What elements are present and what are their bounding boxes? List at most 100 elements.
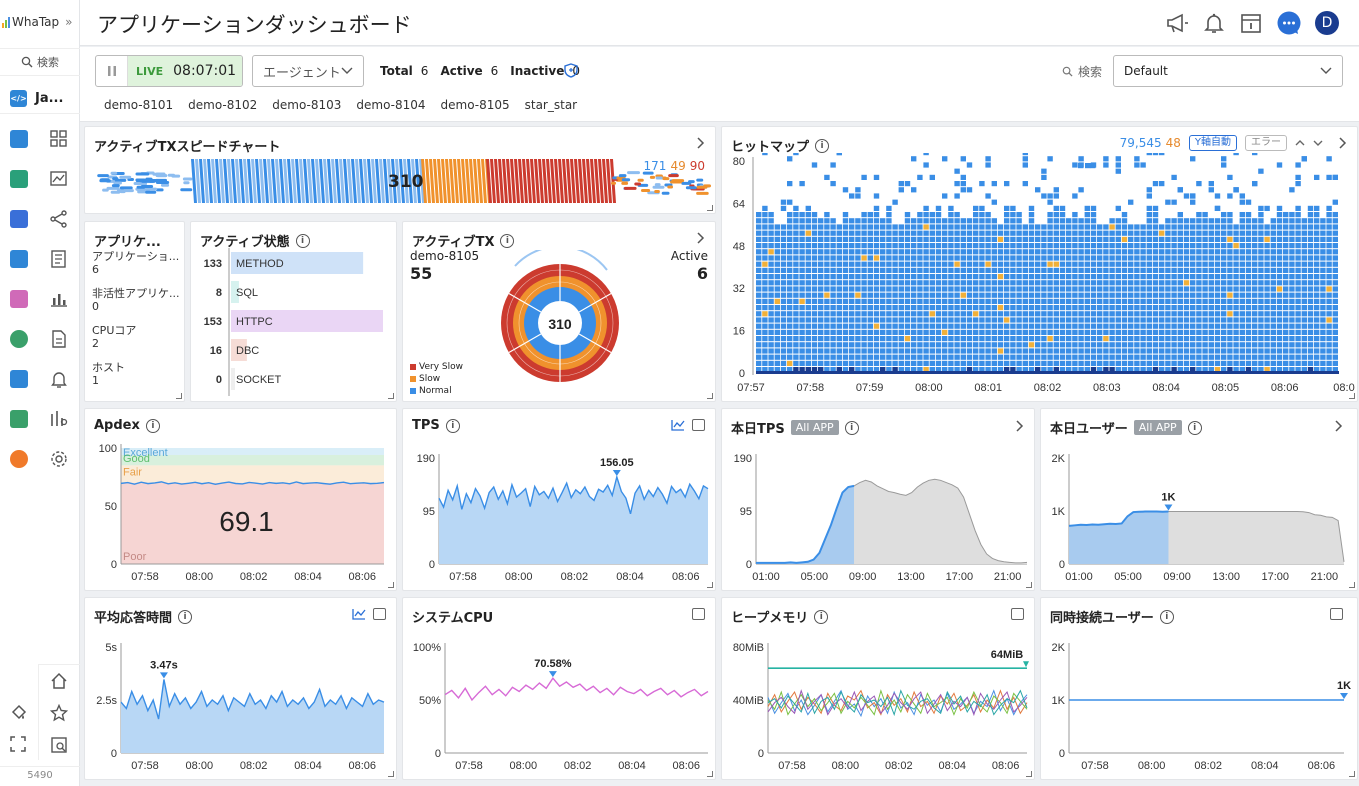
resize-handle[interactable] xyxy=(707,771,713,777)
shield-icon[interactable] xyxy=(564,63,578,78)
project-selector[interactable]: </> Ja... xyxy=(0,84,80,114)
agent-chip[interactable]: demo-8101 xyxy=(104,98,174,112)
agent-chip[interactable]: star_star xyxy=(524,98,578,112)
status-bar xyxy=(231,339,247,361)
chevron-right-icon[interactable] xyxy=(697,232,705,244)
flow-icon[interactable] xyxy=(48,208,70,229)
analysis-icon[interactable] xyxy=(48,408,70,429)
toolbar-search[interactable]: 検索 xyxy=(1062,63,1102,80)
chevron-right-icon[interactable] xyxy=(1335,420,1343,432)
globe-icon[interactable] xyxy=(8,328,30,349)
preset-dropdown[interactable]: Default xyxy=(1113,55,1343,87)
bar-chart-icon[interactable] xyxy=(48,288,70,309)
log-icon[interactable] xyxy=(8,288,30,309)
resize-handle[interactable] xyxy=(707,205,713,211)
document-icon[interactable] xyxy=(48,328,70,349)
log-file-icon[interactable] xyxy=(48,248,70,269)
area-chart-toggle-icon[interactable] xyxy=(692,419,705,431)
nav-search[interactable]: 検索 xyxy=(0,48,80,76)
area-chart-toggle-icon[interactable] xyxy=(1011,608,1024,620)
area-chart-toggle-icon[interactable] xyxy=(373,608,386,620)
star-icon[interactable] xyxy=(49,703,69,726)
kubernetes-icon[interactable] xyxy=(8,208,30,229)
info-icon[interactable]: i xyxy=(178,609,193,624)
heatmap-cell xyxy=(973,280,979,286)
info-icon[interactable]: i xyxy=(814,609,829,624)
dashboard-icon[interactable] xyxy=(48,128,70,149)
chevron-down-icon[interactable] xyxy=(1313,139,1323,147)
resize-handle[interactable] xyxy=(1349,771,1355,777)
resize-handle[interactable] xyxy=(388,393,394,399)
resize-handle[interactable] xyxy=(388,771,394,777)
info-icon[interactable]: i xyxy=(500,233,515,248)
agent-chip[interactable]: demo-8104 xyxy=(356,98,426,112)
agent-chip[interactable]: demo-8102 xyxy=(188,98,258,112)
info-icon[interactable]: i xyxy=(145,418,160,433)
chevron-up-icon[interactable] xyxy=(1295,139,1305,147)
line-chart-toggle-icon[interactable] xyxy=(352,608,366,620)
agent-dropdown[interactable]: エージェント xyxy=(252,55,364,87)
chart-icon[interactable] xyxy=(48,168,70,189)
chat-icon[interactable] xyxy=(1276,10,1302,36)
heatmap-cell xyxy=(904,360,911,366)
area-chart-toggle-icon[interactable] xyxy=(1330,608,1343,620)
speed-chart-title: アクティブTXスピードチャート xyxy=(94,136,280,155)
y-axis-auto-button[interactable]: Y軸自動 xyxy=(1188,135,1237,151)
info-icon[interactable]: i xyxy=(1159,609,1174,624)
resize-handle[interactable] xyxy=(1026,582,1032,588)
resize-handle[interactable] xyxy=(1349,393,1355,399)
resize-handle[interactable] xyxy=(707,582,713,588)
collapse-nav-button[interactable]: » xyxy=(65,15,73,29)
chevron-right-icon[interactable] xyxy=(697,137,705,149)
server-icon[interactable] xyxy=(8,168,30,189)
browser-icon[interactable] xyxy=(8,408,30,429)
database-icon[interactable] xyxy=(8,248,30,269)
active-tx-radial[interactable]: 310 xyxy=(495,250,625,400)
resize-handle[interactable] xyxy=(1026,771,1032,777)
paint-icon[interactable] xyxy=(10,704,28,726)
bell-icon[interactable] xyxy=(1202,11,1226,35)
bell-icon[interactable] xyxy=(48,368,70,389)
megaphone-icon[interactable] xyxy=(1165,11,1189,35)
chevron-right-icon[interactable] xyxy=(1016,420,1024,432)
info-icon[interactable]: i xyxy=(844,420,859,435)
cloud-icon[interactable] xyxy=(8,368,30,389)
line-chart-toggle-icon[interactable] xyxy=(671,419,685,431)
heatmap-cell xyxy=(923,348,929,354)
code-icon[interactable] xyxy=(8,128,30,149)
signal-icon[interactable] xyxy=(8,448,30,469)
error-filter-button[interactable]: エラー xyxy=(1245,135,1287,151)
pause-button[interactable] xyxy=(96,56,128,86)
whatap-logo[interactable]: WhaTap » xyxy=(2,12,78,32)
resize-handle[interactable] xyxy=(707,393,713,399)
resize-handle[interactable] xyxy=(1349,582,1355,588)
resize-handle[interactable] xyxy=(388,582,394,588)
home-icon[interactable] xyxy=(50,672,68,694)
agent-chip[interactable]: demo-8103 xyxy=(272,98,342,112)
heatmap-cell xyxy=(811,280,818,286)
settings-icon[interactable] xyxy=(48,448,70,469)
live-control[interactable]: LIVE 08:07:01 xyxy=(95,55,243,87)
info-icon[interactable]: i xyxy=(815,138,830,153)
info-icon[interactable]: i xyxy=(445,418,460,433)
notice-board-icon[interactable] xyxy=(1239,11,1263,35)
chevron-right-icon[interactable] xyxy=(1339,137,1347,149)
agent-chip[interactable]: demo-8105 xyxy=(440,98,510,112)
search-board-icon[interactable] xyxy=(50,736,68,758)
area-chart-toggle-icon[interactable] xyxy=(692,608,705,620)
resize-handle[interactable] xyxy=(176,393,182,399)
avatar[interactable]: D xyxy=(1315,11,1339,35)
heatmap-cell xyxy=(1196,323,1202,329)
expand-icon[interactable] xyxy=(10,736,26,756)
info-icon[interactable]: i xyxy=(1187,420,1202,435)
info-icon[interactable]: i xyxy=(295,233,310,248)
